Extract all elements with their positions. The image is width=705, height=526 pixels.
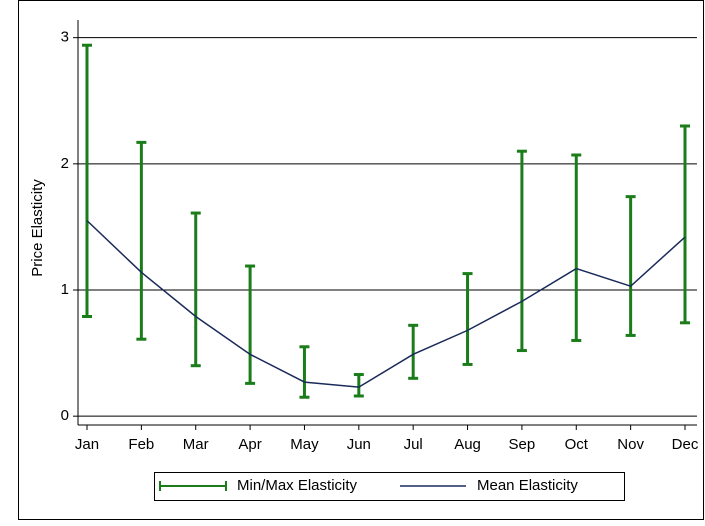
- x-tick-label: Mar: [183, 436, 209, 453]
- y-axis-label: Price Elasticity: [29, 179, 46, 277]
- error-bar: [353, 373, 364, 398]
- error-bar: [625, 195, 636, 337]
- error-bar: [516, 149, 527, 353]
- x-tick-label: Apr: [238, 436, 261, 453]
- x-tick-label: Oct: [565, 436, 589, 453]
- y-tick-label: 3: [61, 29, 69, 46]
- x-tick-label: Feb: [128, 436, 154, 453]
- chart-frame: [18, 0, 704, 520]
- mean-line: [86, 220, 686, 388]
- error-bar: [680, 124, 690, 325]
- y-tick-label: 1: [61, 281, 69, 298]
- x-tick-label: May: [290, 436, 319, 453]
- error-bar: [245, 264, 256, 385]
- x-tick-label: Nov: [617, 436, 644, 453]
- error-bar: [190, 211, 201, 368]
- x-tick-label: Jul: [404, 436, 423, 453]
- x-tick-label: Jan: [75, 436, 99, 453]
- error-bar: [408, 323, 419, 380]
- y-tick-label: 2: [61, 155, 69, 172]
- legend: [154, 472, 625, 501]
- y-tick-label: 0: [61, 407, 69, 424]
- x-tick-label: Sep: [509, 436, 536, 453]
- x-tick-label: Jun: [347, 436, 371, 453]
- error-bar: [299, 345, 310, 399]
- error-bar: [136, 140, 147, 341]
- legend-label: Mean Elasticity: [477, 477, 578, 494]
- error-bar: [571, 153, 582, 342]
- x-tick-label: Aug: [454, 436, 481, 453]
- error-bar: [462, 272, 473, 366]
- x-tick-label: Dec: [672, 436, 699, 453]
- error-bar: [82, 43, 92, 318]
- legend-label: Min/Max Elasticity: [237, 477, 358, 494]
